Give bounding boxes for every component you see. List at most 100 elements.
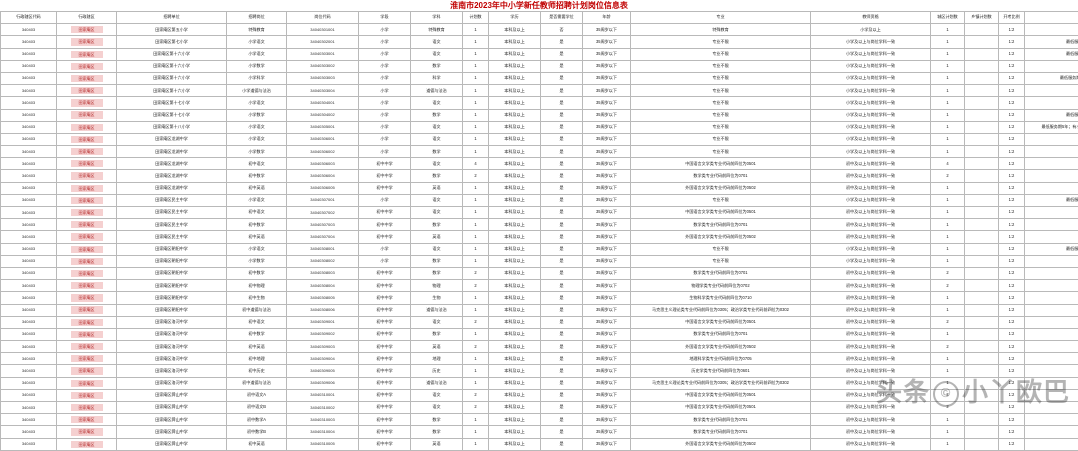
cell-23-10[interactable]: 35周岁以下 — [583, 304, 631, 316]
cell-0-11[interactable]: 特殊教育 — [631, 24, 811, 36]
cell-6-14[interactable] — [965, 97, 999, 109]
cell-19-16[interactable]: 最低服务期5年 — [1025, 255, 1078, 267]
cell-11-0[interactable]: 340403 — [1, 158, 57, 170]
cell-12-12[interactable]: 初中及以上与岗位学科一致 — [811, 170, 931, 182]
cell-20-4[interactable]: 34040308003 — [287, 267, 359, 279]
cell-6-11[interactable]: 专业不限 — [631, 97, 811, 109]
cell-28-3[interactable]: 初中历史 — [227, 365, 287, 377]
cell-1-15[interactable]: 1:2 — [999, 36, 1025, 48]
cell-30-11[interactable]: 中国语言文学类专业代码前四位为0501 — [631, 389, 811, 401]
cell-0-15[interactable]: 1:2 — [999, 24, 1025, 36]
cell-26-8[interactable]: 本科及以上 — [489, 341, 541, 353]
cell-13-13[interactable]: 1 — [931, 182, 965, 194]
column-header-16[interactable]: 备注 — [1025, 12, 1078, 24]
cell-16-5[interactable]: 初中中学 — [359, 219, 411, 231]
cell-3-5[interactable]: 小学 — [359, 60, 411, 72]
cell-19-15[interactable]: 1:2 — [999, 255, 1025, 267]
cell-14-1[interactable]: 田家庵区 — [57, 194, 117, 206]
cell-34-3[interactable]: 初中英语 — [227, 438, 287, 450]
cell-2-4[interactable]: 34040303001 — [287, 48, 359, 60]
cell-2-3[interactable]: 小学语文 — [227, 48, 287, 60]
cell-2-15[interactable]: 1:2 — [999, 48, 1025, 60]
cell-8-4[interactable]: 34040305001 — [287, 121, 359, 133]
cell-2-1[interactable]: 田家庵区 — [57, 48, 117, 60]
cell-14-6[interactable]: 语文 — [411, 194, 463, 206]
cell-7-16[interactable]: 最低服务期5年；有小学全科教师资格证，则需普通话二甲及以上 — [1025, 109, 1078, 121]
cell-30-4[interactable]: 34040310001 — [287, 389, 359, 401]
cell-31-12[interactable]: 初中及以上与岗位学科一致 — [811, 402, 931, 414]
cell-18-10[interactable]: 35周岁以下 — [583, 243, 631, 255]
cell-24-16[interactable]: 最低服务期5年 — [1025, 316, 1078, 328]
cell-8-11[interactable]: 专业不限 — [631, 121, 811, 133]
column-header-9[interactable]: 是否需要学位 — [541, 12, 583, 24]
cell-16-2[interactable]: 田家庵区民主中学 — [117, 219, 227, 231]
cell-23-12[interactable]: 初中及以上与岗位学科一致 — [811, 304, 931, 316]
cell-32-12[interactable]: 初中及以上与岗位学科一致 — [811, 414, 931, 426]
cell-33-5[interactable]: 初中中学 — [359, 426, 411, 438]
cell-4-2[interactable]: 田家庵区第十六小学 — [117, 72, 227, 84]
cell-34-14[interactable] — [965, 438, 999, 450]
cell-15-12[interactable]: 初中及以上与岗位学科一致 — [811, 207, 931, 219]
cell-24-4[interactable]: 34040309001 — [287, 316, 359, 328]
cell-0-12[interactable]: 小学及以上 — [811, 24, 931, 36]
cell-8-2[interactable]: 田家庵区第十八小学 — [117, 121, 227, 133]
cell-30-14[interactable] — [965, 389, 999, 401]
cell-6-8[interactable]: 本科及以上 — [489, 97, 541, 109]
cell-29-16[interactable]: 最低服务期5年 — [1025, 377, 1078, 389]
cell-30-3[interactable]: 初中语文A — [227, 389, 287, 401]
cell-24-1[interactable]: 田家庵区 — [57, 316, 117, 328]
cell-22-16[interactable]: 最低服务期5年 — [1025, 292, 1078, 304]
cell-28-14[interactable] — [965, 365, 999, 377]
cell-19-4[interactable]: 34040308002 — [287, 255, 359, 267]
cell-12-1[interactable]: 田家庵区 — [57, 170, 117, 182]
cell-20-10[interactable]: 35周岁以下 — [583, 267, 631, 279]
cell-7-9[interactable]: 是 — [541, 109, 583, 121]
cell-4-9[interactable]: 是 — [541, 72, 583, 84]
cell-8-12[interactable]: 小学及以上与岗位学科一致 — [811, 121, 931, 133]
cell-2-10[interactable]: 35周岁以下 — [583, 48, 631, 60]
cell-3-16[interactable]: 最低服务期5年 — [1025, 60, 1078, 72]
cell-14-15[interactable]: 1:2 — [999, 194, 1025, 206]
cell-21-3[interactable]: 初中物理 — [227, 280, 287, 292]
cell-24-5[interactable]: 初中中学 — [359, 316, 411, 328]
cell-10-4[interactable]: 34040306002 — [287, 146, 359, 158]
cell-28-13[interactable]: 1 — [931, 365, 965, 377]
cell-20-2[interactable]: 田家庵区朝阳中学 — [117, 267, 227, 279]
cell-15-16[interactable]: 最低服务期5年 — [1025, 207, 1078, 219]
cell-17-2[interactable]: 田家庵区民主中学 — [117, 231, 227, 243]
cell-1-11[interactable]: 专业不限 — [631, 36, 811, 48]
cell-31-1[interactable]: 田家庵区 — [57, 402, 117, 414]
cell-20-9[interactable]: 是 — [541, 267, 583, 279]
cell-0-9[interactable]: 否 — [541, 24, 583, 36]
cell-5-3[interactable]: 小学道德与法治 — [227, 85, 287, 97]
cell-4-1[interactable]: 田家庵区 — [57, 72, 117, 84]
cell-18-4[interactable]: 34040308001 — [287, 243, 359, 255]
cell-24-9[interactable]: 是 — [541, 316, 583, 328]
cell-29-11[interactable]: 马克思主义理论类专业代码前四位为0305；政治学类专业代码前四位为0302 — [631, 377, 811, 389]
cell-27-12[interactable]: 初中及以上与岗位学科一致 — [811, 353, 931, 365]
cell-26-9[interactable]: 是 — [541, 341, 583, 353]
cell-10-7[interactable]: 1 — [463, 146, 489, 158]
cell-10-11[interactable]: 专业不限 — [631, 146, 811, 158]
cell-27-4[interactable]: 34040309004 — [287, 353, 359, 365]
cell-28-8[interactable]: 本科及以上 — [489, 365, 541, 377]
cell-30-8[interactable]: 本科及以上 — [489, 389, 541, 401]
cell-19-5[interactable]: 小学 — [359, 255, 411, 267]
cell-23-6[interactable]: 道德与法治 — [411, 304, 463, 316]
cell-4-13[interactable]: 1 — [931, 72, 965, 84]
cell-34-11[interactable]: 外国语言文学类专业代码前四位为0502 — [631, 438, 811, 450]
cell-16-3[interactable]: 初中数学 — [227, 219, 287, 231]
cell-19-7[interactable]: 1 — [463, 255, 489, 267]
cell-27-7[interactable]: 1 — [463, 353, 489, 365]
cell-15-11[interactable]: 中国语言文学类专业代码前四位为0501 — [631, 207, 811, 219]
cell-27-5[interactable]: 初中中学 — [359, 353, 411, 365]
column-header-5[interactable]: 学段 — [359, 12, 411, 24]
cell-11-3[interactable]: 初中语文 — [227, 158, 287, 170]
cell-28-16[interactable]: 最低服务期5年 — [1025, 365, 1078, 377]
cell-20-8[interactable]: 本科及以上 — [489, 267, 541, 279]
